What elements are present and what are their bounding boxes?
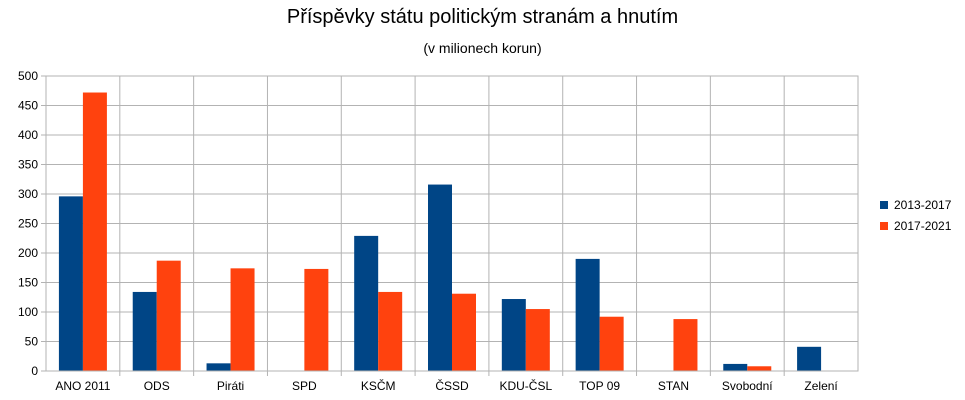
y-tick-label: 50 [25,335,39,349]
x-tick-label: ANO 2011 [55,379,110,393]
y-tick-label: 200 [18,246,38,260]
y-tick-label: 100 [18,305,38,319]
bar-series2 [82,92,107,372]
y-tick-label: 450 [18,99,38,113]
x-tick-label: KSČM [361,378,396,393]
y-tick-label: 350 [18,158,38,172]
bar-series1 [132,291,157,371]
legend-label: 2013-2017 [894,198,952,212]
x-tick-label: STAN [658,379,689,393]
bar-series2 [230,268,255,371]
x-tick-label: KDU-ČSL [499,378,552,393]
bar-series2 [452,293,476,371]
y-tick-label: 150 [18,276,38,290]
chart-subtitle: (v milionech korun) [423,40,542,56]
bar-series1 [354,235,379,371]
bar-series1 [723,363,748,371]
bar-series1 [575,258,600,371]
bar-series2 [747,366,772,371]
bar-series2 [599,316,624,371]
y-tick-label: 250 [18,217,38,231]
bar-series1 [797,346,822,371]
y-tick-label: 0 [31,364,38,378]
x-tick-label: Piráti [217,379,244,393]
x-tick-label: Svobodní [722,379,773,393]
bar-series1 [58,196,83,371]
plot-frame [45,75,859,372]
bar-series2 [156,260,181,371]
x-tick-label: ČSSD [435,378,469,393]
bar-series1 [428,184,452,371]
legend-swatch [880,222,888,230]
bar-series1 [501,299,526,371]
bar-series2 [304,268,329,371]
bar-series1 [206,363,231,371]
bar-series2 [673,319,698,371]
legend-label: 2017-2021 [894,219,952,233]
chart-title: Příspěvky státu politickým stranám a hnu… [286,6,679,28]
bar-series2 [525,309,550,371]
x-tick-label: Zelení [804,379,838,393]
x-tick-label: SPD [292,379,317,393]
x-tick-label: ODS [144,379,170,393]
y-tick-label: 400 [18,128,38,142]
x-tick-label: TOP 09 [579,379,620,393]
y-tick-label: 300 [18,187,38,201]
y-tick-label: 500 [18,69,38,83]
legend-swatch [880,201,888,209]
bar-series2 [378,291,403,371]
